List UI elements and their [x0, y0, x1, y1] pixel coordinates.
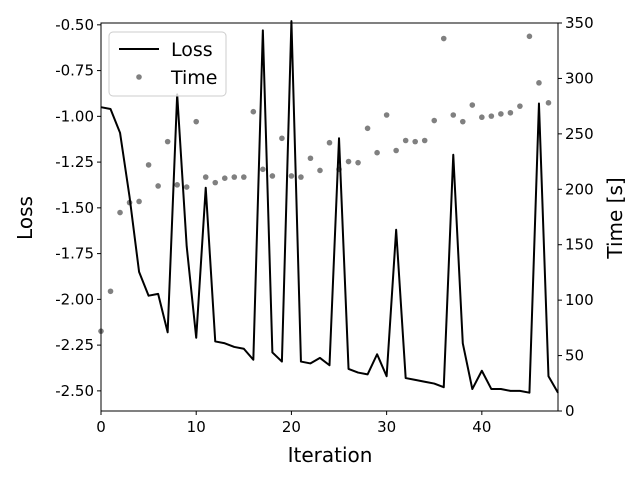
time-point — [421, 137, 428, 144]
y-tick-label: -1.25 — [55, 153, 94, 171]
time-point — [269, 173, 276, 179]
legend: Loss Time — [108, 31, 227, 97]
y2-tick-label: 0 — [565, 402, 575, 420]
time-point — [545, 100, 552, 106]
time-point — [402, 137, 409, 144]
time-point — [326, 139, 333, 146]
time-point — [440, 35, 447, 42]
time-point — [202, 174, 209, 180]
time-point — [250, 108, 257, 115]
time-point — [488, 113, 495, 119]
y2-tick-label: 100 — [565, 291, 594, 309]
axes: 0 10 20 30 40 -2.50 -2.25 -2.00 -1.75 -1.50 -1.25 -… — [55, 14, 593, 436]
y-axis-title: Loss — [13, 196, 37, 240]
time-point — [107, 288, 114, 295]
y2-tick-label: 350 — [565, 14, 594, 32]
time-point — [412, 138, 418, 145]
time-point — [183, 184, 190, 190]
time-point — [221, 175, 228, 181]
y2-tick-label: 200 — [565, 180, 594, 198]
time-point — [517, 103, 523, 109]
y2-tick-label: 300 — [565, 69, 594, 87]
x-tick-label: 40 — [472, 418, 491, 436]
time-point — [364, 125, 371, 132]
x-tick-label: 10 — [187, 418, 206, 436]
time-point — [164, 138, 171, 145]
time-point — [383, 112, 390, 118]
y2-axis-title: Time [s] — [603, 177, 627, 259]
y-tick-label: -2.00 — [55, 290, 94, 308]
time-point — [345, 158, 352, 165]
time-point — [145, 162, 152, 168]
time-point — [212, 179, 219, 186]
time-point — [450, 112, 457, 118]
y-tick-label: -0.50 — [55, 16, 94, 34]
time-point — [355, 159, 361, 166]
time-point — [526, 33, 533, 40]
time-point — [231, 174, 238, 180]
time-point — [469, 102, 476, 108]
time-point — [507, 109, 514, 116]
legend-time-label: Time — [170, 67, 218, 89]
y2-tick-label: 250 — [565, 125, 594, 143]
time-point — [279, 135, 285, 142]
time-point — [459, 118, 466, 125]
y-tick-label: -0.75 — [55, 62, 94, 80]
y2-tick-label: 50 — [565, 347, 584, 365]
legend-loss-label: Loss — [171, 39, 213, 61]
time-point — [241, 174, 247, 180]
y-tick-label: -1.00 — [55, 107, 94, 125]
x-axis-title: Iteration — [288, 443, 373, 467]
time-point — [288, 173, 295, 179]
time-point — [317, 167, 323, 174]
y-tick-label: -2.50 — [55, 382, 94, 400]
time-point — [479, 114, 485, 121]
y-tick-label: -1.75 — [55, 245, 94, 263]
legend-time-marker-icon — [136, 74, 142, 80]
time-point — [431, 117, 438, 124]
y-tick-label: -2.25 — [55, 336, 94, 354]
y2-tick-label: 150 — [565, 236, 594, 254]
time-point — [155, 183, 161, 189]
x-tick-label: 20 — [282, 418, 301, 436]
time-point — [260, 166, 266, 173]
y-tick-label: -1.50 — [55, 199, 94, 217]
plot-frame — [100, 22, 559, 412]
time-point — [174, 182, 180, 188]
x-tick-label: 0 — [96, 418, 106, 436]
time-point — [298, 174, 304, 180]
time-point — [498, 111, 504, 117]
time-point — [374, 149, 380, 156]
time-point — [193, 118, 200, 125]
time-point — [307, 155, 314, 162]
time-point — [136, 198, 142, 205]
time-point — [536, 80, 542, 86]
x-tick-label: 30 — [377, 418, 396, 436]
time-point — [117, 209, 123, 216]
time-point — [393, 147, 399, 154]
